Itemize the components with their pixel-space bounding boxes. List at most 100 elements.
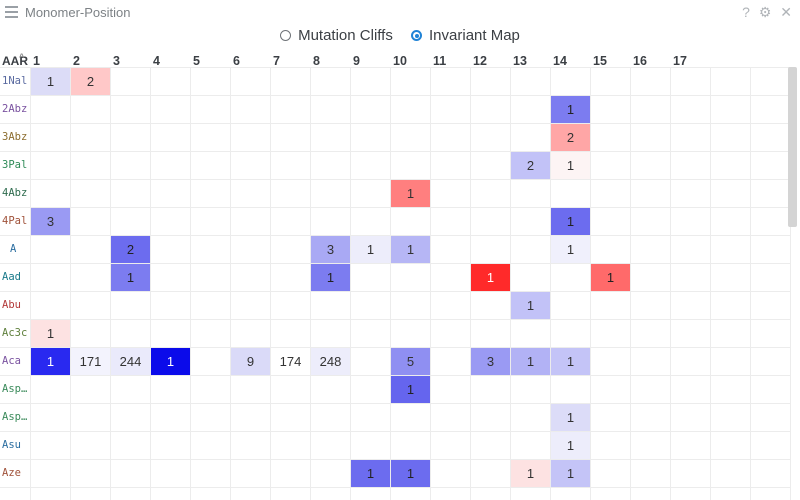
row-label[interactable]: Ac3c <box>2 327 28 339</box>
close-icon[interactable]: ✕ <box>780 4 792 20</box>
grid-line <box>230 67 231 500</box>
row-label[interactable]: 2Abz <box>2 103 28 115</box>
column-header-15[interactable]: 15 <box>593 54 607 68</box>
grid-cell[interactable]: 3 <box>311 236 350 263</box>
grid-cell[interactable]: 1 <box>551 208 590 235</box>
grid-cell[interactable]: 2 <box>71 68 110 95</box>
grid-line <box>0 95 790 96</box>
row-label[interactable]: Aze <box>2 467 21 479</box>
grid-cell[interactable]: 1 <box>31 348 70 375</box>
row-label[interactable]: A <box>10 243 17 255</box>
grid-cell[interactable]: 1 <box>31 68 70 95</box>
column-header-13[interactable]: 13 <box>513 54 527 68</box>
column-header-6[interactable]: 6 <box>233 54 240 68</box>
grid-cell[interactable]: 1 <box>551 404 590 431</box>
row-label[interactable]: 1Nal <box>2 75 28 87</box>
column-header-14[interactable]: 14 <box>553 54 567 68</box>
grid-cell[interactable]: 174 <box>271 348 310 375</box>
invariant-map-grid[interactable]: AAR ^ 1 2 3 4 5 6 7 8 9 10 11 12 13 14 15 16 17 1Nal 2Abz 3… <box>0 50 800 500</box>
window-titlebar: Monomer-Position ? ⚙ ✕ <box>0 0 800 26</box>
grid-cell[interactable]: 1 <box>511 292 550 319</box>
grid-cell[interactable]: 1 <box>551 96 590 123</box>
grid-line <box>0 347 790 348</box>
column-header-4[interactable]: 4 <box>153 54 160 68</box>
column-header-1[interactable]: 1 <box>33 54 40 68</box>
grid-cell[interactable]: 2 <box>551 124 590 151</box>
row-label[interactable]: 4Pal <box>2 215 28 227</box>
column-header-8[interactable]: 8 <box>313 54 320 68</box>
grid-cell[interactable]: 1 <box>511 348 550 375</box>
grid-cell[interactable]: 1 <box>551 460 590 487</box>
grid-cell[interactable]: 244 <box>111 348 150 375</box>
radio-mutation-cliffs-circle[interactable] <box>280 30 292 41</box>
radio-invariant-map[interactable]: Invariant Map <box>411 27 520 44</box>
grid-cell[interactable]: 1 <box>551 236 590 263</box>
radio-mutation-cliffs-label[interactable]: Mutation Cliffs <box>298 27 393 44</box>
grid-line <box>430 67 431 500</box>
grid-cell[interactable]: 9 <box>231 348 270 375</box>
help-icon[interactable]: ? <box>742 4 750 20</box>
grid-line <box>750 67 751 500</box>
grid-cell[interactable]: 1 <box>511 460 550 487</box>
grid-line <box>0 487 790 488</box>
column-header-5[interactable]: 5 <box>193 54 200 68</box>
vertical-scrollbar[interactable] <box>788 67 797 227</box>
column-header-12[interactable]: 12 <box>473 54 487 68</box>
settings-gear-icon[interactable]: ⚙ <box>758 4 772 20</box>
grid-cell[interactable]: 1 <box>311 264 350 291</box>
grid-line <box>0 319 790 320</box>
grid-line <box>0 235 790 236</box>
grid-cell[interactable]: 1 <box>391 376 430 403</box>
column-header-7[interactable]: 7 <box>273 54 280 68</box>
grid-cell[interactable]: 5 <box>391 348 430 375</box>
row-label[interactable]: 3Abz <box>2 131 28 143</box>
column-header-17[interactable]: 17 <box>673 54 687 68</box>
grid-cell[interactable]: 171 <box>71 348 110 375</box>
grid-cell[interactable]: 1 <box>471 264 510 291</box>
grid-cell[interactable]: 3 <box>31 208 70 235</box>
grid-cell[interactable]: 3 <box>471 348 510 375</box>
grid-cell[interactable]: 1 <box>391 180 430 207</box>
column-header-10[interactable]: 10 <box>393 54 407 68</box>
column-header-16[interactable]: 16 <box>633 54 647 68</box>
row-label[interactable]: 3Pal <box>2 159 28 171</box>
grid-line <box>190 67 191 500</box>
corner-header[interactable]: AAR ^ <box>2 52 28 68</box>
hamburger-menu-icon[interactable] <box>5 6 18 18</box>
row-label[interactable]: Asp… <box>2 383 28 395</box>
row-label[interactable]: 4Abz <box>2 187 28 199</box>
column-header-9[interactable]: 9 <box>353 54 360 68</box>
grid-cell[interactable]: 2 <box>511 152 550 179</box>
row-label[interactable]: Aad <box>2 271 21 283</box>
radio-invariant-map-circle[interactable] <box>411 30 423 41</box>
column-header-11[interactable]: 11 <box>433 54 447 68</box>
grid-line <box>0 375 790 376</box>
radio-invariant-map-label[interactable]: Invariant Map <box>429 27 520 44</box>
grid-cell[interactable]: 1 <box>31 320 70 347</box>
grid-cell[interactable]: 1 <box>111 264 150 291</box>
grid-cell[interactable]: 1 <box>391 236 430 263</box>
grid-line <box>590 67 591 500</box>
row-label[interactable]: Asu <box>2 439 21 451</box>
grid-cell[interactable]: 1 <box>551 152 590 179</box>
radio-mutation-cliffs[interactable]: Mutation Cliffs <box>280 27 393 44</box>
grid-cell[interactable]: 1 <box>551 348 590 375</box>
row-label[interactable]: Aca <box>2 355 21 367</box>
mode-radio-group: Mutation Cliffs Invariant Map <box>0 27 800 47</box>
grid-cell[interactable]: 1 <box>151 348 190 375</box>
grid-line <box>270 67 271 500</box>
grid-cell[interactable]: 1 <box>591 264 630 291</box>
column-header-2[interactable]: 2 <box>73 54 80 68</box>
grid-line <box>470 67 471 500</box>
grid-cell[interactable]: 2 <box>111 236 150 263</box>
row-label[interactable]: Abu <box>2 299 21 311</box>
row-label[interactable]: Asp… <box>2 411 28 423</box>
grid-cell[interactable]: 1 <box>351 460 390 487</box>
grid-cell[interactable]: 248 <box>311 348 350 375</box>
grid-cell[interactable]: 1 <box>351 236 390 263</box>
grid-cell[interactable]: 1 <box>551 432 590 459</box>
column-header-3[interactable]: 3 <box>113 54 120 68</box>
grid-line <box>0 291 790 292</box>
grid-cell[interactable]: 1 <box>391 460 430 487</box>
grid-line <box>0 179 790 180</box>
